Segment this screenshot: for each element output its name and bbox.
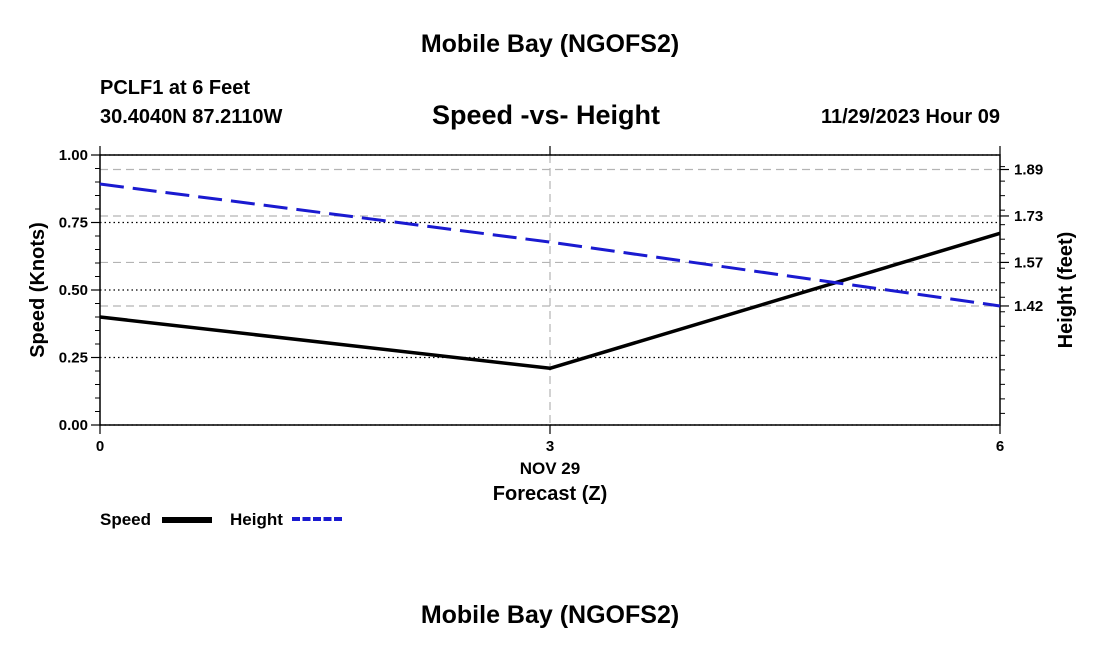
right-tick-label: 1.57 [1014,254,1043,271]
main-title: Mobile Bay (NGOFS2) [420,30,680,58]
height-series-line [99,182,1001,308]
left-tick-label: 1.00 [59,147,88,164]
y-axis-right-title: Height (feet) [1055,232,1077,349]
chart-title: Speed -vs- Height [432,100,661,130]
station-coordinates: 30.4040N 87.2110W [100,106,283,128]
y-axis-left-title: Speed (Knots) [27,222,49,358]
axes-layer: 0.00 0.25 0.50 0.75 1.00 1.42 1.57 1.73 1.89 0 3 6 [59,146,1043,455]
x-tick-label: 6 [996,438,1004,455]
station-label: PCLF1 at 6 Feet [100,77,251,99]
legend-speed-swatch [162,517,212,523]
x-tick-label: 3 [546,438,554,455]
legend-height-label: Height [230,510,283,529]
right-tick-label: 1.89 [1014,162,1043,179]
speed-series-line [99,231,1001,371]
right-tick-label: 1.73 [1014,208,1043,225]
legend-speed-label: Speed [100,510,152,529]
series-layer [99,182,1001,371]
left-tick-label: 0.00 [59,417,88,434]
x-tick-label: 0 [96,438,104,455]
legend-height-swatch [292,517,342,521]
forecast-datetime: 11/29/2023 Hour 09 [820,106,1000,128]
x-axis-title: Forecast (Z) [493,483,607,505]
right-tick-label: 1.42 [1014,298,1043,315]
bottom-title: Mobile Bay (NGOFS2) [420,601,680,629]
x-date-label: NOV 29 [520,459,580,478]
left-tick-label: 0.25 [59,350,88,367]
speed-height-chart: 0.000.250.500.751.001.421.571.731.890 3 6 … [27,146,1077,505]
left-tick-label: 0.75 [59,215,88,232]
left-tick-label: 0.50 [59,282,88,299]
grid-layer [100,154,1000,426]
